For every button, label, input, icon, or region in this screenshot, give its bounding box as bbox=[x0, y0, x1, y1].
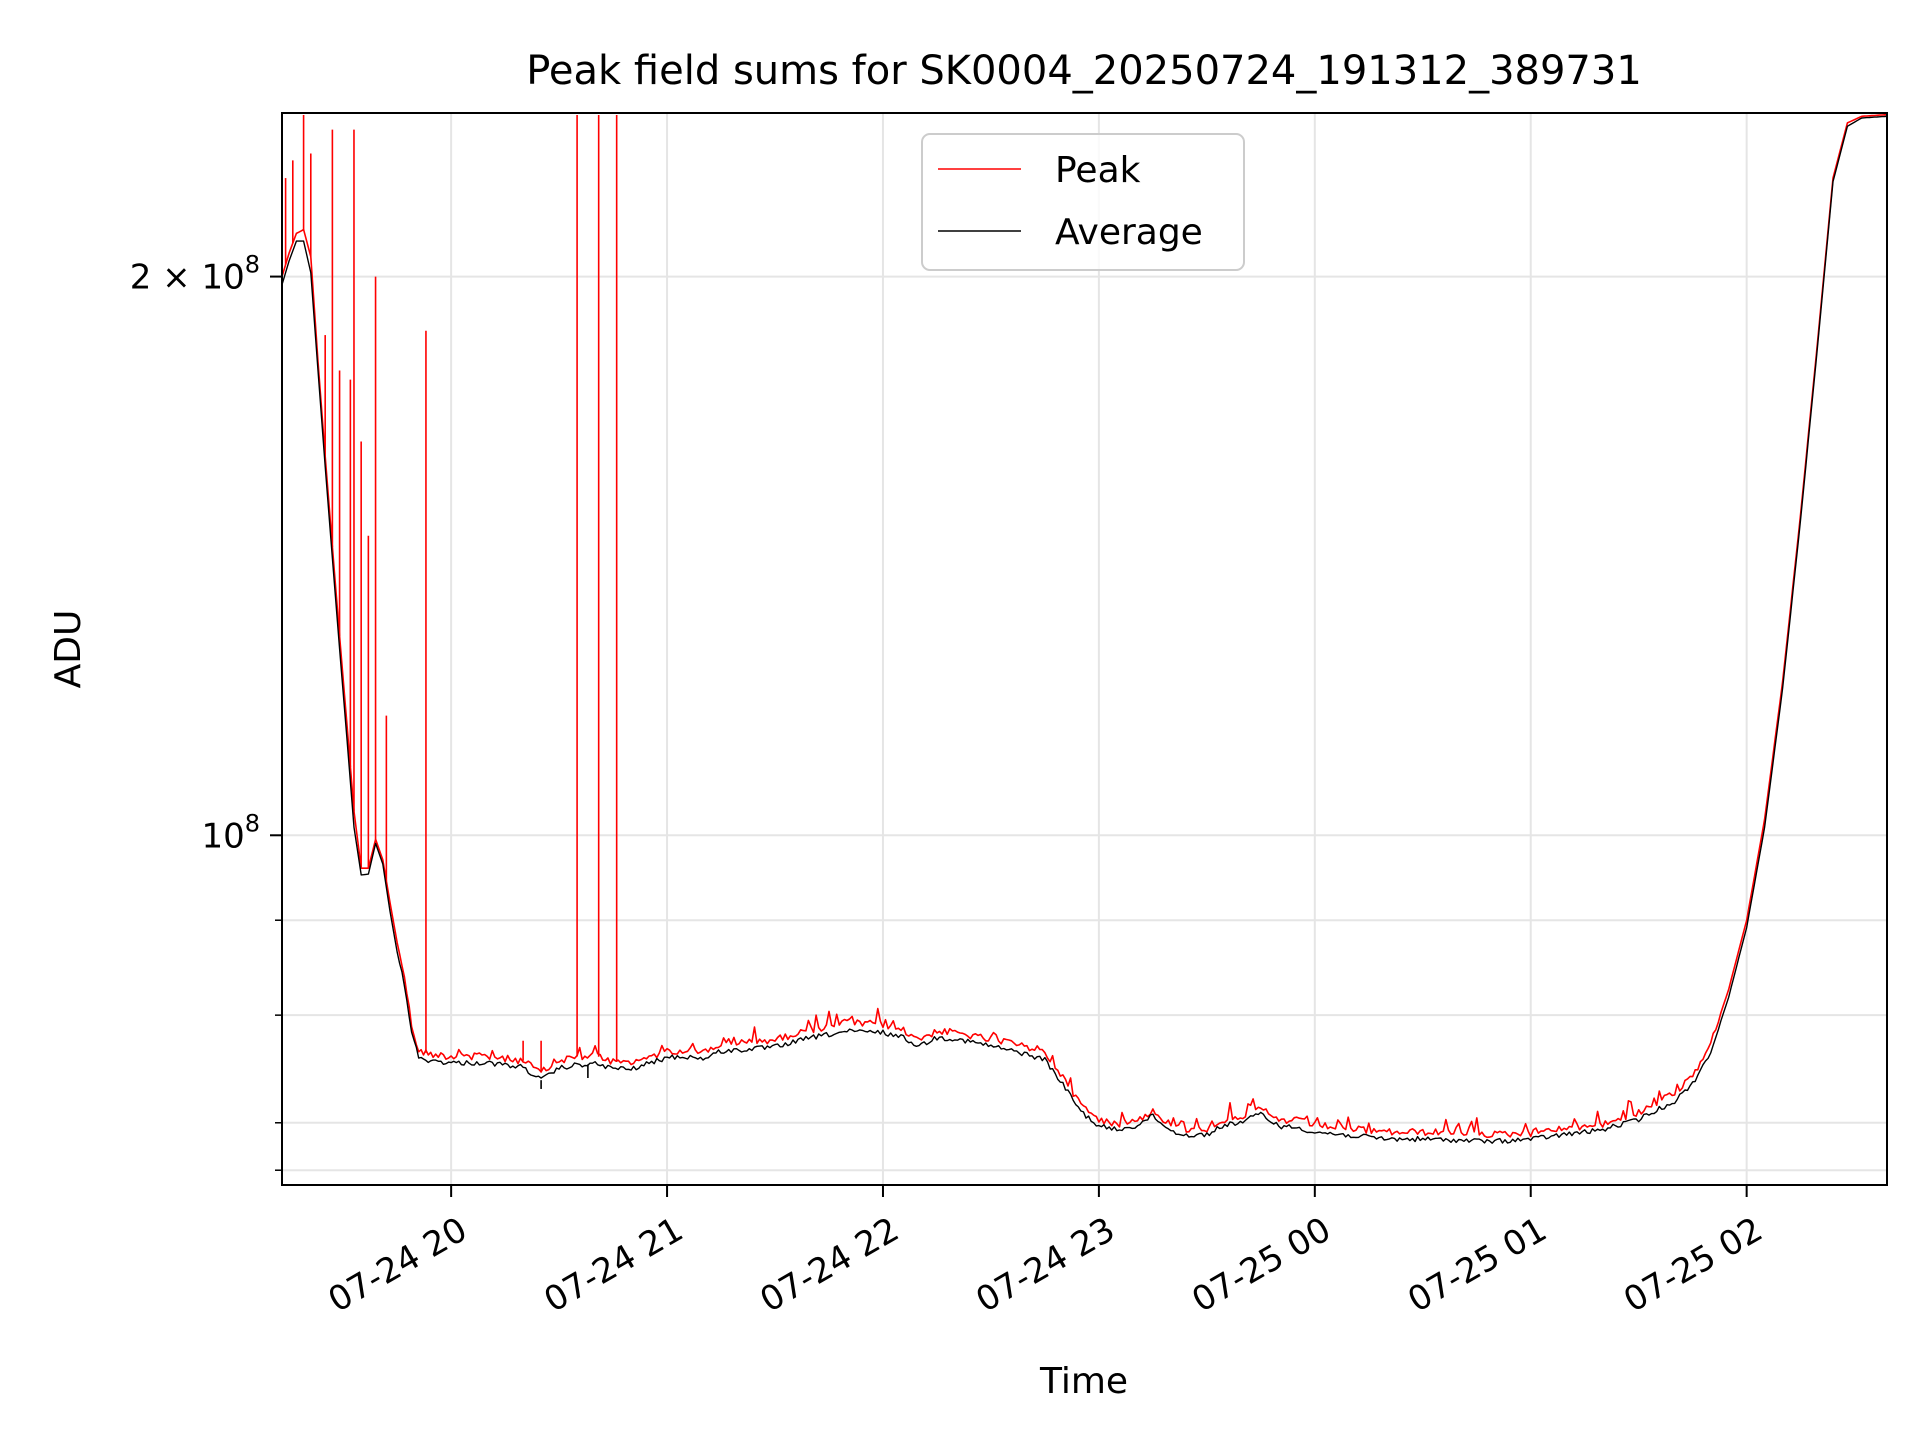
grid bbox=[282, 113, 1887, 1185]
y-axis-label: ADU bbox=[48, 610, 89, 689]
series-peak bbox=[281, 113, 1888, 1139]
y-tick-label-base: 2 × 10 bbox=[130, 258, 245, 298]
x-tick-label: 07-24 21 bbox=[538, 1210, 690, 1321]
x-axis-label: Time bbox=[1039, 1361, 1128, 1402]
x-tick-label: 07-25 00 bbox=[1185, 1210, 1337, 1321]
x-tick-label: 07-24 23 bbox=[969, 1210, 1121, 1321]
series-line-average bbox=[281, 115, 1888, 1144]
y-tick-label: 108 bbox=[201, 809, 260, 856]
y-tick-label-exponent: 8 bbox=[245, 251, 260, 279]
y-tick-label-base: 10 bbox=[201, 816, 244, 856]
series-average bbox=[281, 115, 1888, 1144]
legend-label-peak: Peak bbox=[1055, 150, 1141, 191]
chart-title: Peak field sums for SK0004_20250724_1913… bbox=[526, 48, 1642, 94]
plot-area-frame bbox=[281, 112, 1888, 1186]
x-tick-label: 07-25 01 bbox=[1401, 1210, 1553, 1321]
y-tick-label-exponent: 8 bbox=[245, 809, 260, 837]
y-tick-label: 2 × 108 bbox=[130, 251, 260, 298]
legend-frame bbox=[921, 133, 1245, 271]
legend-label-average: Average bbox=[1055, 212, 1203, 253]
x-tick-label: 07-25 02 bbox=[1617, 1210, 1769, 1321]
x-axis-ticks: 07-24 20 07-24 21 07-24 22 07-24 23 07-25 00… bbox=[322, 1185, 1770, 1321]
x-tick-label: 07-24 22 bbox=[753, 1210, 905, 1321]
series-layer bbox=[281, 113, 1888, 1144]
legend: Peak Average bbox=[921, 133, 1245, 271]
x-tick-label: 07-24 20 bbox=[322, 1210, 474, 1321]
